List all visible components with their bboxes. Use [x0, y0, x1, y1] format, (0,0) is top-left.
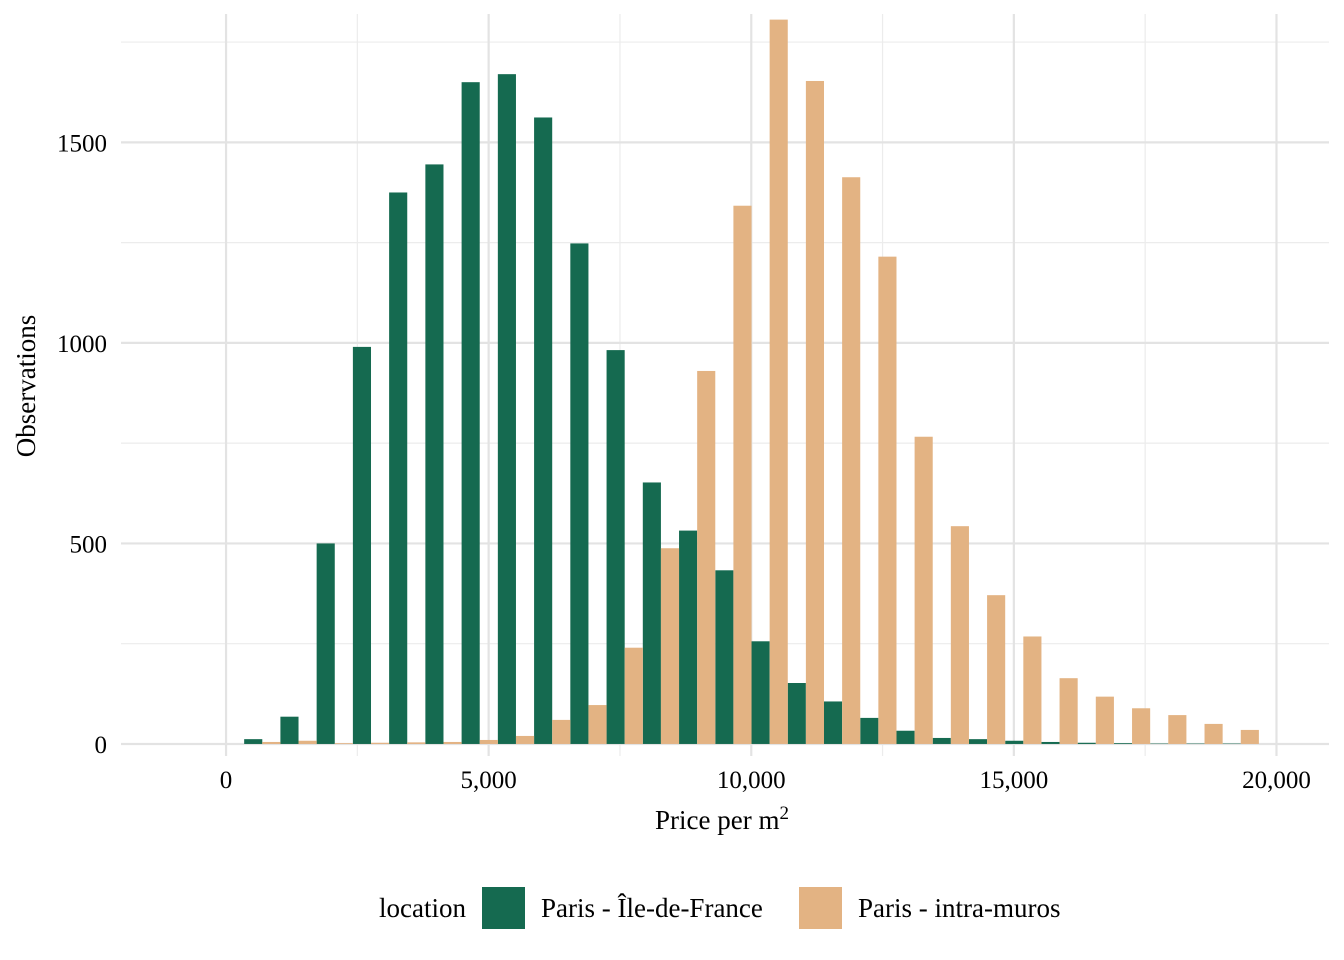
bars: [244, 19, 1259, 744]
bar-ile-de-france: [1041, 741, 1060, 744]
bar-ile-de-france: [316, 543, 335, 744]
bar-ile-de-france: [824, 701, 843, 744]
bar-ile-de-france: [932, 737, 951, 744]
bar-ile-de-france: [679, 530, 698, 744]
legend-key-intra-muros: [799, 887, 842, 929]
bar-ile-de-france: [280, 716, 299, 744]
x-axis-tick-labels: 0 5,000 10,000 15,000 20,000: [220, 767, 1311, 794]
bar-ile-de-france: [642, 482, 661, 744]
x-tick-label: 15,000: [979, 767, 1048, 794]
bar-ile-de-france: [606, 350, 625, 744]
bar-ile-de-france: [244, 739, 263, 744]
bar-intra-muros: [878, 256, 897, 744]
bar-intra-muros: [1132, 708, 1151, 744]
bar-intra-muros: [1168, 715, 1187, 744]
bar-ile-de-france: [461, 82, 480, 744]
y-tick-label: 0: [95, 732, 108, 759]
bar-intra-muros: [443, 741, 462, 744]
x-axis-title: Price per m2: [655, 803, 789, 835]
bar-intra-muros: [262, 741, 281, 744]
bar-ile-de-france: [968, 739, 988, 744]
bar-intra-muros: [552, 719, 571, 744]
bar-intra-muros: [298, 740, 317, 744]
legend-title: location: [379, 893, 466, 923]
y-tick-label: 1000: [57, 331, 107, 358]
bar-ile-de-france: [751, 641, 770, 744]
bar-ile-de-france: [787, 683, 806, 744]
x-tick-label: 5,000: [461, 767, 517, 794]
x-tick-label: 10,000: [717, 767, 786, 794]
bar-ile-de-france: [570, 243, 589, 744]
bar-ile-de-france: [1005, 740, 1024, 744]
bar-intra-muros: [660, 548, 680, 744]
legend-label-intra-muros: Paris - intra-muros: [858, 893, 1060, 923]
bar-intra-muros: [515, 735, 535, 744]
legend-key-ile-de-france: [482, 887, 525, 929]
bar-intra-muros: [588, 705, 607, 744]
x-tick-label: 0: [220, 767, 233, 794]
legend-label-ile-de-france: Paris - Île-de-France: [541, 893, 763, 923]
legend: location Paris - Île-de-France Paris - i…: [379, 887, 1060, 929]
bar-ile-de-france: [1077, 742, 1096, 744]
bar-ile-de-france: [352, 346, 372, 744]
y-axis-tick-labels: 0 500 1000 1500: [57, 130, 107, 759]
bar-intra-muros: [334, 743, 353, 744]
bar-intra-muros: [1204, 723, 1223, 744]
bar-intra-muros: [842, 177, 861, 744]
bar-ile-de-france: [860, 717, 879, 744]
bar-intra-muros: [624, 647, 643, 744]
y-tick-label: 1500: [57, 130, 107, 157]
bar-intra-muros: [479, 739, 498, 744]
bar-intra-muros: [769, 19, 788, 744]
bar-intra-muros: [1240, 729, 1259, 744]
bar-intra-muros: [697, 370, 716, 744]
bar-intra-muros: [950, 526, 969, 744]
bar-ile-de-france: [1113, 743, 1133, 744]
y-tick-label: 500: [70, 531, 108, 558]
bar-intra-muros: [371, 742, 390, 744]
bar-intra-muros: [805, 80, 825, 744]
x-axis-title-superscript: 2: [779, 803, 789, 824]
y-axis-title: Observations: [11, 315, 41, 457]
bar-intra-muros: [1059, 678, 1078, 744]
bar-ile-de-france: [896, 730, 915, 744]
x-tick-label: 20,000: [1242, 767, 1311, 794]
bar-ile-de-france: [497, 74, 516, 744]
bar-ile-de-france: [389, 192, 408, 744]
bar-ile-de-france: [534, 117, 553, 744]
bar-intra-muros: [1095, 696, 1114, 744]
bar-intra-muros: [733, 205, 752, 744]
bar-ile-de-france: [715, 570, 734, 744]
bar-intra-muros: [1023, 636, 1042, 744]
bar-ile-de-france: [425, 164, 444, 744]
bar-intra-muros: [987, 595, 1006, 744]
bar-intra-muros: [407, 742, 426, 744]
bar-intra-muros: [914, 436, 933, 744]
